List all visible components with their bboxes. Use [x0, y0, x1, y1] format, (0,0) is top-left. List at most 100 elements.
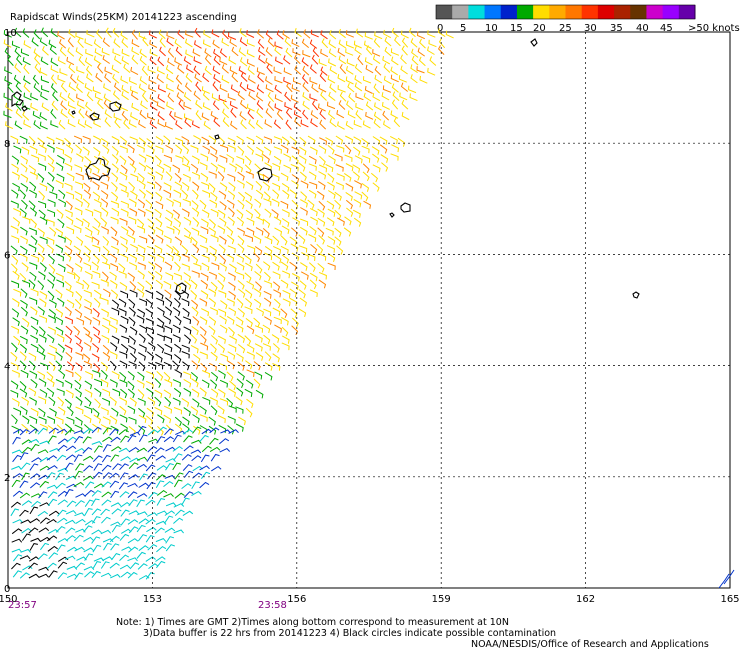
wind-barb: [191, 207, 200, 217]
wind-barb: [353, 40, 362, 49]
wind-barb: [194, 73, 202, 83]
wind-barb: [56, 428, 68, 434]
wind-barb: [47, 326, 56, 335]
wind-barb: [164, 335, 173, 344]
wind-barb: [145, 464, 156, 472]
wind-barb: [265, 84, 274, 93]
wind-barb: [76, 317, 85, 326]
wind-barb: [325, 163, 334, 172]
wind-barb: [347, 110, 356, 119]
wind-barb: [181, 397, 190, 407]
wind-barb: [253, 317, 261, 328]
wind-barb: [101, 226, 109, 235]
wind-barb: [194, 40, 202, 49]
wind-barb: [59, 46, 67, 57]
wind-barb: [23, 64, 30, 75]
wind-barb: [345, 120, 354, 130]
wind-barb: [138, 119, 146, 129]
wind-barb: [374, 31, 383, 40]
wind-barb: [172, 334, 181, 343]
wind-barb: [336, 245, 344, 255]
wind-barb: [363, 92, 372, 102]
wind-barb: [55, 272, 64, 281]
island-outline: [214, 134, 220, 140]
wind-barb: [301, 38, 310, 48]
wind-barb: [390, 48, 400, 56]
wind-barb: [75, 172, 84, 181]
wind-barb: [175, 74, 183, 85]
wind-barb: [119, 371, 127, 382]
wind-barb: [255, 119, 263, 130]
wind-barb: [400, 30, 409, 39]
wind-barb: [254, 246, 263, 255]
wind-barb: [156, 560, 166, 569]
wind-barb: [46, 535, 58, 542]
wind-barb: [119, 136, 127, 146]
wind-barb: [238, 191, 246, 202]
wind-barb: [219, 235, 227, 245]
wind-barb: [201, 136, 210, 145]
wind-barb: [183, 491, 194, 498]
wind-barb: [365, 101, 374, 111]
wind-barb: [264, 316, 272, 325]
wind-barb: [217, 164, 226, 173]
wind-barb: [37, 427, 48, 435]
wind-barb: [327, 181, 335, 191]
wind-barb: [409, 93, 418, 102]
wind-barb: [119, 405, 127, 416]
wind-barb: [111, 172, 119, 182]
wind-barb: [39, 262, 47, 272]
wind-barb: [238, 288, 246, 298]
wind-barb: [310, 216, 318, 225]
wind-barb: [293, 110, 302, 119]
wind-barb: [138, 189, 146, 199]
wind-barb: [419, 75, 428, 84]
wind-barb: [64, 428, 75, 436]
wind-barb: [20, 548, 31, 553]
wind-barb: [11, 465, 22, 470]
wind-barb: [246, 58, 255, 67]
wind-barb: [155, 145, 164, 153]
wind-barb: [91, 441, 103, 446]
wind-barb: [365, 64, 374, 74]
wind-barb: [273, 119, 281, 129]
wind-barb: [374, 74, 383, 84]
wind-barb: [64, 334, 72, 344]
wind-barb: [147, 65, 156, 74]
wind-barb: [74, 436, 84, 444]
wind-barb: [100, 508, 110, 516]
wind-barb: [123, 63, 131, 73]
wind-barb: [83, 360, 92, 369]
wind-barb: [410, 74, 418, 84]
wind-barb: [256, 84, 265, 94]
wind-barb: [57, 154, 65, 164]
wind-barb: [227, 272, 236, 281]
wind-barb: [69, 73, 77, 84]
wind-barb: [41, 102, 50, 112]
island-outline: [109, 101, 122, 112]
wind-barb: [291, 174, 300, 184]
wind-barb: [29, 370, 38, 379]
wind-barb: [246, 217, 255, 226]
wind-barb: [174, 472, 184, 480]
wind-barb: [64, 344, 73, 353]
wind-barb: [165, 544, 175, 552]
wind-barb: [28, 279, 36, 289]
wind-barb: [209, 362, 217, 371]
wind-barb: [172, 306, 181, 317]
wind-barb: [129, 397, 137, 407]
wind-barb: [155, 455, 166, 461]
wind-barb: [164, 325, 173, 334]
wind-barb: [283, 164, 292, 173]
wind-barb: [318, 180, 326, 190]
wind-barb: [41, 85, 50, 93]
wind-barb: [128, 316, 136, 327]
wind-barb: [318, 145, 327, 154]
wind-barb: [64, 182, 73, 191]
wind-barb: [182, 181, 190, 191]
wind-barb: [186, 64, 194, 74]
wind-barb: [226, 397, 234, 408]
wind-barb: [66, 416, 75, 425]
wind-barb: [56, 544, 66, 552]
wind-barb: [190, 236, 198, 247]
